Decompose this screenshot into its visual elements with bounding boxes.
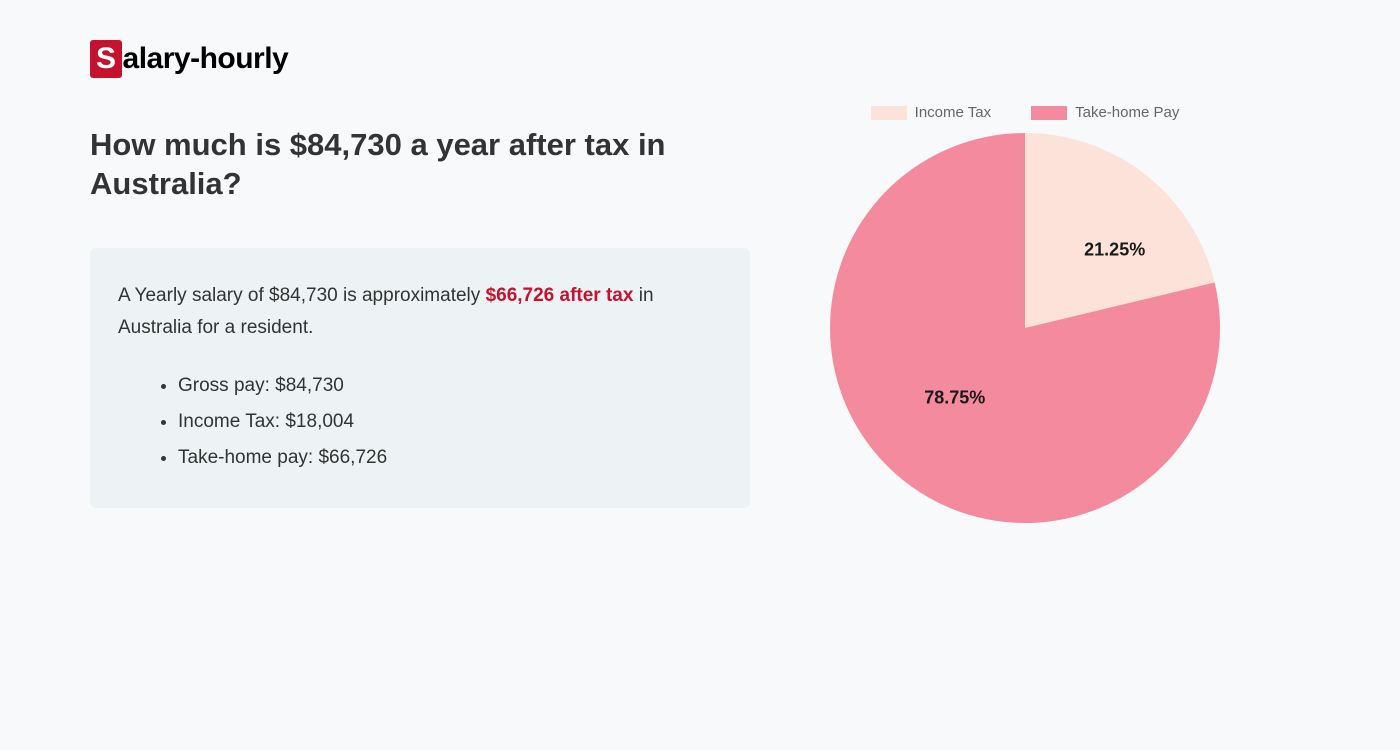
summary-pre: A Yearly salary of $84,730 is approximat… [118, 285, 486, 306]
pie-svg [830, 133, 1220, 523]
summary-sentence: A Yearly salary of $84,730 is approximat… [118, 280, 722, 345]
legend-label: Income Tax [915, 104, 991, 121]
summary-list: Gross pay: $84,730 Income Tax: $18,004 T… [118, 368, 722, 476]
legend-swatch [1031, 106, 1067, 120]
main-content: How much is $84,730 a year after tax in … [90, 126, 1310, 523]
list-item: Take-home pay: $66,726 [178, 440, 722, 476]
pie-chart: 21.25% 78.75% [830, 133, 1220, 523]
chart-legend: Income Tax Take-home Pay [810, 104, 1240, 121]
right-column: Income Tax Take-home Pay 21.25% 78.75% [810, 126, 1240, 523]
pie-slice-label: 78.75% [924, 388, 985, 409]
list-item: Income Tax: $18,004 [178, 404, 722, 440]
page-title: How much is $84,730 a year after tax in … [90, 126, 750, 204]
list-item: Gross pay: $84,730 [178, 368, 722, 404]
site-logo: Salary-hourly [90, 40, 1310, 78]
legend-item-take-home: Take-home Pay [1031, 104, 1179, 121]
summary-box: A Yearly salary of $84,730 is approximat… [90, 248, 750, 509]
pie-slice-label: 21.25% [1084, 240, 1145, 261]
logo-rest: alary-hourly [123, 42, 289, 76]
legend-swatch [871, 106, 907, 120]
logo-prefix-badge: S [90, 40, 122, 78]
legend-item-income-tax: Income Tax [871, 104, 991, 121]
left-column: How much is $84,730 a year after tax in … [90, 126, 750, 523]
summary-highlight: $66,726 after tax [486, 285, 634, 306]
legend-label: Take-home Pay [1075, 104, 1179, 121]
